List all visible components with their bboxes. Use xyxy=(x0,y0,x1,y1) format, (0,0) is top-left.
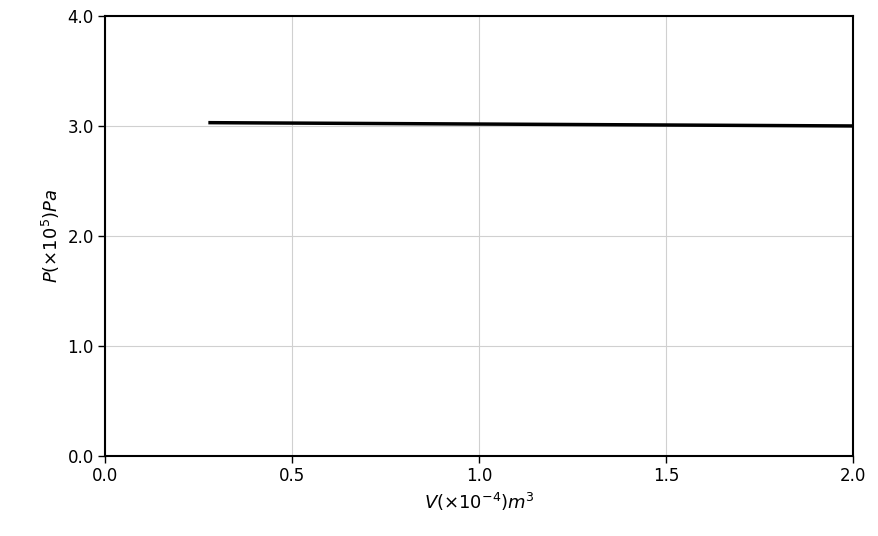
X-axis label: $\it{V}\left(\times10^{-4}\right)\it{m}^3$: $\it{V}\left(\times10^{-4}\right)\it{m}^… xyxy=(423,491,534,513)
Y-axis label: $\it{P}\left(\times10^{5}\right)\it{Pa}$: $\it{P}\left(\times10^{5}\right)\it{Pa}$ xyxy=(40,189,61,283)
